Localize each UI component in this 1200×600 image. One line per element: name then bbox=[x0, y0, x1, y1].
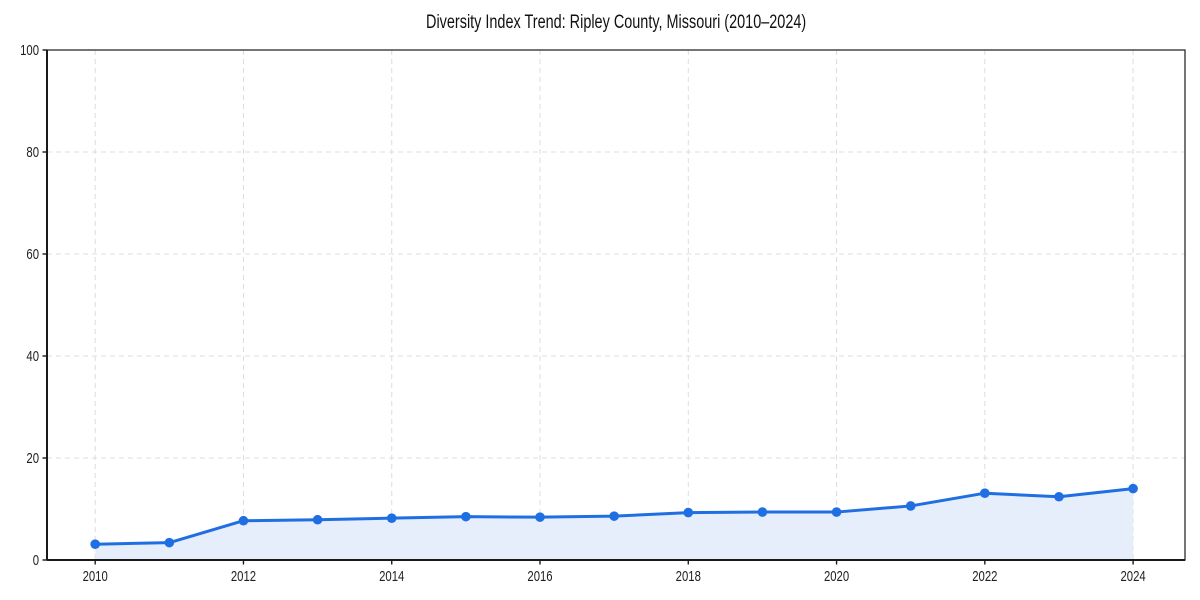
y-axis-tick-label: 100 bbox=[20, 42, 39, 59]
data-point-marker bbox=[238, 515, 249, 526]
data-point-marker bbox=[461, 511, 471, 522]
data-point-marker bbox=[831, 507, 842, 517]
plot-border bbox=[46, 49, 1186, 561]
area-fill bbox=[95, 488, 1134, 560]
y-axis-tick-label: 80 bbox=[26, 144, 39, 161]
x-axis-tick-label: 2010 bbox=[83, 568, 108, 585]
x-axis-tick-label: 2020 bbox=[824, 568, 849, 585]
data-point-marker bbox=[1054, 491, 1064, 502]
data-point-marker bbox=[683, 507, 694, 518]
data-point-marker bbox=[312, 514, 323, 525]
y-axis-tick-label: 60 bbox=[26, 246, 39, 263]
y-axis-tick-label: 0 bbox=[33, 552, 39, 569]
y-axis-tick-label: 20 bbox=[26, 450, 39, 467]
data-point-marker bbox=[1128, 483, 1138, 494]
x-axis-tick-label: 2012 bbox=[231, 568, 256, 585]
x-axis-tick-label: 2014 bbox=[379, 568, 404, 585]
data-point-marker bbox=[609, 511, 619, 521]
data-point-marker bbox=[164, 537, 175, 548]
data-point-marker bbox=[905, 501, 916, 511]
data-point-marker bbox=[386, 513, 397, 523]
y-axis-tick-label: 40 bbox=[26, 348, 39, 365]
x-axis-tick-label: 2024 bbox=[1121, 568, 1146, 585]
data-point-marker bbox=[980, 488, 990, 498]
x-axis-tick-label: 2022 bbox=[972, 568, 997, 585]
x-axis-tick-label: 2018 bbox=[676, 568, 701, 585]
x-axis-tick-label: 2016 bbox=[527, 568, 552, 585]
data-point-marker bbox=[535, 512, 545, 522]
data-point-marker bbox=[90, 539, 100, 549]
data-point-marker bbox=[757, 507, 768, 517]
